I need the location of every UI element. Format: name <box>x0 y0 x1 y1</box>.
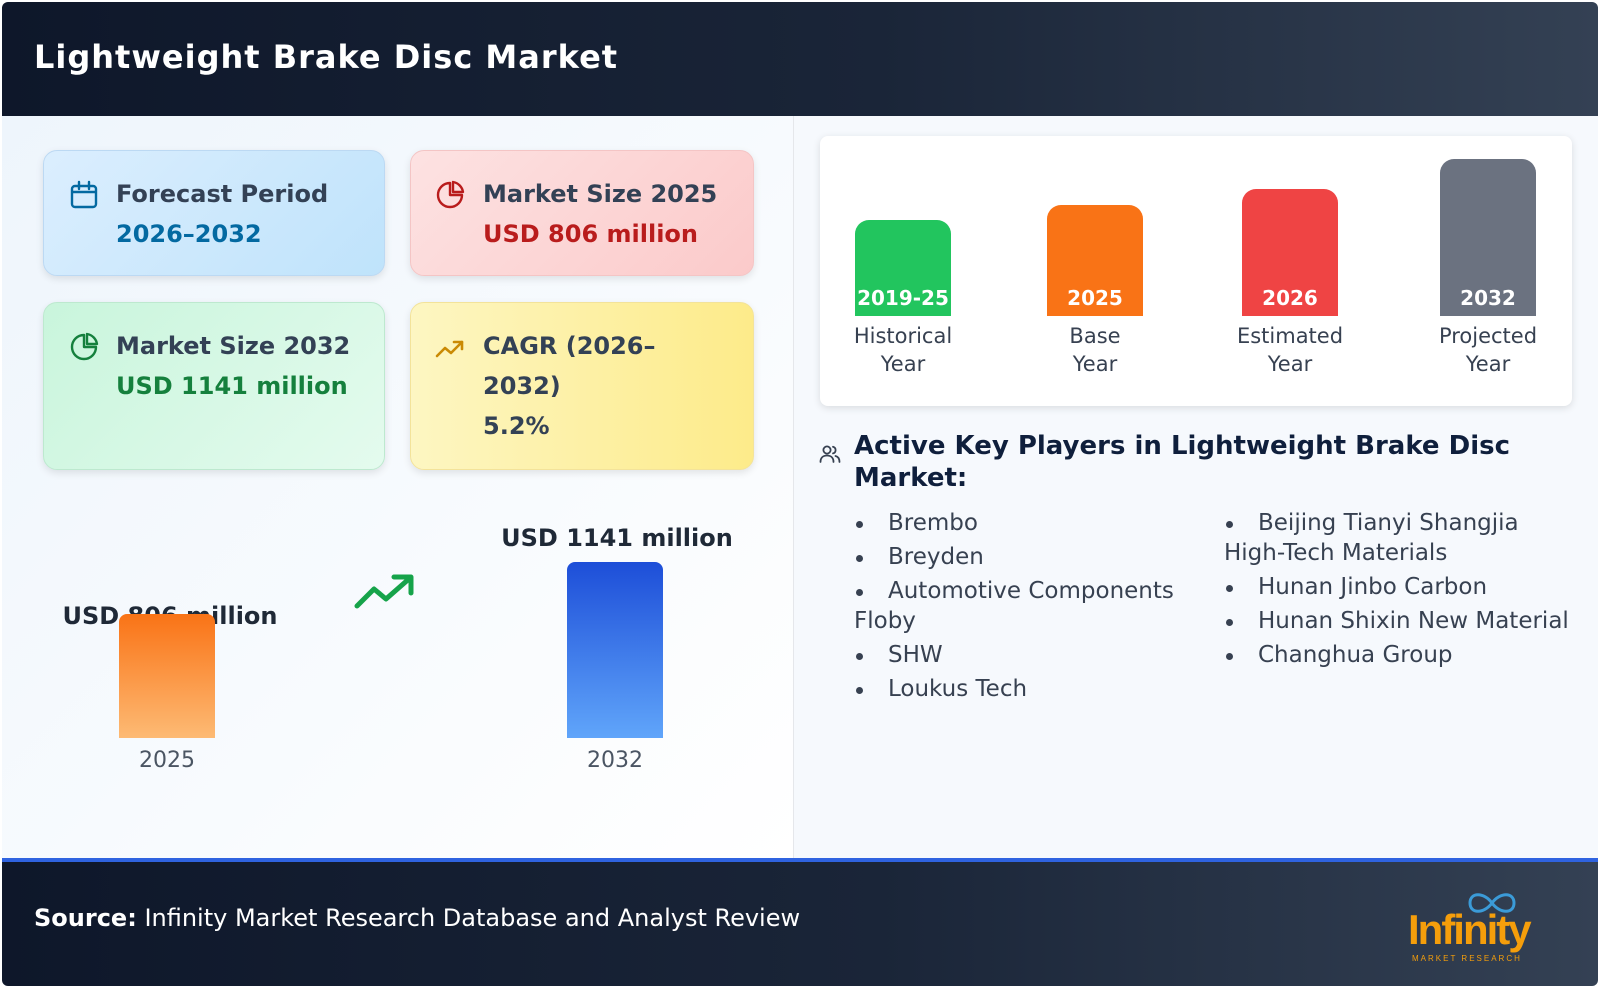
market-size-2025-card: Market Size 2025 USD 806 million <box>410 150 754 276</box>
timeline-label-line: Year <box>880 352 926 376</box>
timeline-bar-base <box>1047 204 1143 316</box>
key-player-item: Hunan Shixin New Material <box>1224 606 1574 636</box>
forecast-period-card: Forecast Period 2026–2032 <box>43 150 385 276</box>
timeline-label-line: Projected <box>1438 324 1538 348</box>
bar-2032 <box>567 562 663 738</box>
infinity-logo: Infinity MARKET RESEARCH <box>1408 884 1558 964</box>
key-player-item: Hunan Jinbo Carbon <box>1224 572 1574 602</box>
forecast-period-label: Forecast Period <box>116 180 329 208</box>
timeline-label-line: Year <box>1072 352 1118 376</box>
timeline-label-base: Base Year <box>1025 322 1165 378</box>
bar-2025 <box>119 613 215 738</box>
source-text: Infinity Market Research Database and An… <box>144 904 801 932</box>
market-size-2025-value: USD 806 million <box>483 220 698 248</box>
users-icon <box>819 445 841 463</box>
timeline-label-projected: Projected Year <box>1418 322 1558 378</box>
footer: Source: Infinity Market Research Databas… <box>2 862 1598 986</box>
trending-up-icon <box>354 574 414 609</box>
category-label-2032: 2032 <box>587 748 643 773</box>
header: Lightweight Brake Disc Market <box>2 2 1598 116</box>
timeline-label-line: Base <box>1069 324 1121 348</box>
pie-chart-icon <box>436 180 465 209</box>
timeline-label-line: Year <box>1267 352 1313 376</box>
calendar-icon <box>70 180 98 209</box>
key-player-item: Loukus Tech <box>854 674 1204 704</box>
key-player-item: Breyden <box>854 542 1204 572</box>
left-panel: Forecast Period 2026–2032 Market Size 20… <box>2 116 794 858</box>
timeline-year-projected: 2032 <box>1460 286 1516 310</box>
infinity-symbol-icon <box>1468 893 1516 913</box>
timeline-year-base: 2025 <box>1067 286 1123 310</box>
timeline-year-historical: 2019-25 <box>857 286 949 310</box>
cagr-label-line2: 2032) <box>483 372 561 400</box>
timeline-bar-historical <box>855 220 951 316</box>
timeline-label-estimated: Estimated Year <box>1220 322 1360 378</box>
key-players-list-2: Beijing Tianyi Shangjia High-Tech Materi… <box>1224 508 1574 674</box>
pie-chart-icon <box>70 332 99 361</box>
timeline-year-estimated: 2026 <box>1262 286 1318 310</box>
cagr-label-line1: CAGR (2026– <box>483 332 656 360</box>
key-players-list-1: Brembo Breyden Automotive Components Floby… <box>854 508 1204 708</box>
timeline-label-line: Year <box>1465 352 1511 376</box>
market-size-2032-card: Market Size 2032 USD 1141 million <box>43 302 385 470</box>
timeline-label-historical: Historical Year <box>833 322 973 378</box>
trending-up-icon <box>435 340 464 358</box>
key-player-item: Beijing Tianyi Shangjia High-Tech Materi… <box>1224 508 1574 568</box>
timeline-bar-projected <box>1440 159 1536 316</box>
key-player-item: Changhua Group <box>1224 640 1574 670</box>
logo-wordmark: Infinity <box>1408 906 1532 953</box>
market-size-2032-label: Market Size 2032 <box>116 332 351 360</box>
source-note: Source: Infinity Market Research Databas… <box>34 904 800 932</box>
source-label: Source: <box>34 904 137 932</box>
market-size-2032-value: USD 1141 million <box>116 372 348 400</box>
footer-divider <box>2 858 1598 862</box>
cagr-value: 5.2% <box>483 412 550 440</box>
page-title: Lightweight Brake Disc Market <box>34 38 619 76</box>
forecast-period-value: 2026–2032 <box>116 220 262 248</box>
timeline-label-line: Estimated <box>1236 324 1344 348</box>
right-panel: 2019-25 Historical Year 2025 Base Year 2… <box>794 116 1598 858</box>
timeline-label-line: Historical <box>853 324 953 348</box>
key-player-item: Automotive Components Floby <box>854 576 1204 636</box>
timeline-chart: 2019-25 Historical Year 2025 Base Year 2… <box>820 136 1572 406</box>
key-player-item: SHW <box>854 640 1204 670</box>
key-player-item: Brembo <box>854 508 1204 538</box>
market-size-2025-label: Market Size 2025 <box>483 180 718 208</box>
category-label-2025: 2025 <box>139 748 195 773</box>
logo-subtitle: MARKET RESEARCH <box>1412 954 1522 963</box>
timeline-bar-estimated <box>1242 188 1338 316</box>
cagr-card: CAGR (2026– 2032) 5.2% <box>410 302 754 470</box>
data-label-2032: USD 1141 million <box>501 524 733 552</box>
key-players-title: Active Key Players in Lightweight Brake … <box>854 431 1510 493</box>
